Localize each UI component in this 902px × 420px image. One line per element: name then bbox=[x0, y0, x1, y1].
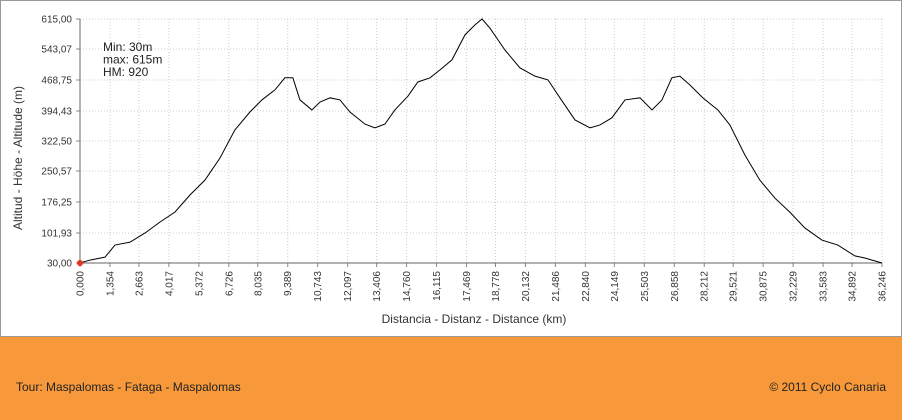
y-tick-label: 322,50 bbox=[41, 137, 72, 148]
annotation: max: 615m bbox=[103, 53, 162, 67]
x-tick-label: 2,663 bbox=[134, 271, 145, 296]
x-tick-label: 36,246 bbox=[878, 271, 889, 302]
x-tick-label: 12,097 bbox=[343, 271, 354, 302]
x-tick-label: 22,840 bbox=[581, 271, 592, 302]
x-tick-label: 24,149 bbox=[610, 271, 621, 302]
x-tick-label: 4,017 bbox=[164, 271, 175, 296]
x-tick-label: 28,212 bbox=[700, 271, 711, 302]
x-tick-label: 17,469 bbox=[462, 271, 473, 302]
x-tick-label: 20,132 bbox=[521, 271, 532, 302]
y-axis-title: Altitud - Höhe - Altitude (m) bbox=[11, 86, 25, 230]
y-tick-label: 101,93 bbox=[41, 228, 72, 239]
x-tick-label: 13,406 bbox=[372, 271, 383, 302]
x-axis-title: Distancia - Distanz - Distance (km) bbox=[382, 312, 567, 326]
x-tick-label: 30,875 bbox=[759, 271, 770, 302]
x-tick-label: 21,486 bbox=[551, 271, 562, 302]
y-tick-label: 250,57 bbox=[41, 167, 72, 178]
x-tick-label: 0,000 bbox=[76, 271, 87, 296]
y-tick-label: 468,75 bbox=[41, 76, 72, 87]
start-marker bbox=[77, 260, 83, 266]
chart-frame bbox=[0, 0, 902, 337]
x-tick-label: 9,389 bbox=[283, 271, 294, 296]
x-tick-label: 33,583 bbox=[819, 271, 830, 302]
tour-name: Tour: Maspalomas - Fataga - Maspalomas bbox=[16, 380, 241, 394]
x-tick-label: 8,035 bbox=[253, 271, 264, 296]
x-tick-label: 14,760 bbox=[402, 271, 413, 302]
x-tick-label: 18,778 bbox=[491, 271, 502, 302]
y-tick-label: 394,43 bbox=[41, 106, 72, 117]
annotation: HM: 920 bbox=[103, 65, 149, 79]
y-tick-label: 30,00 bbox=[47, 259, 72, 270]
x-tick-label: 16,115 bbox=[432, 271, 443, 301]
x-tick-label: 6,726 bbox=[224, 271, 235, 296]
x-tick-label: 29,521 bbox=[729, 271, 740, 302]
x-tick-label: 1,354 bbox=[105, 271, 116, 296]
y-tick-label: 615,00 bbox=[41, 15, 72, 26]
copyright: © 2011 Cyclo Canaria bbox=[769, 380, 886, 394]
chart: Altitud - Höhe - Altitude (m) Distancia … bbox=[0, 0, 902, 337]
x-tick-label: 32,229 bbox=[789, 271, 800, 302]
footer: Tour: Maspalomas - Fataga - Maspalomas ©… bbox=[0, 337, 902, 420]
y-tick-label: 543,07 bbox=[41, 45, 72, 56]
x-tick-label: 25,503 bbox=[640, 271, 651, 302]
elevation-line bbox=[79, 18, 883, 264]
y-tick-label: 176,25 bbox=[41, 198, 72, 209]
x-tick-label: 10,743 bbox=[313, 271, 324, 302]
annotation: Min: 30m bbox=[103, 40, 152, 54]
x-tick-label: 34,892 bbox=[848, 271, 859, 302]
x-tick-label: 26,858 bbox=[670, 271, 681, 302]
x-tick-label: 5,372 bbox=[194, 271, 205, 296]
